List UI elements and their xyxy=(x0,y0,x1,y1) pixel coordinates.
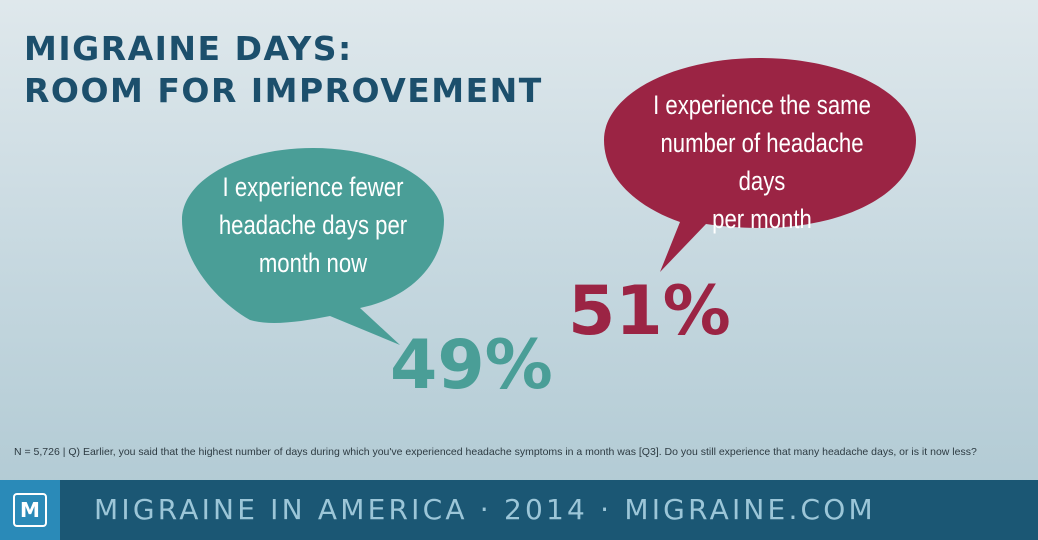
bubble-same-days xyxy=(604,58,916,272)
bubble-same-line-3: per month xyxy=(712,204,812,234)
bubble-same-line-2: number of headache days xyxy=(660,128,864,196)
title-line-2: ROOM FOR IMPROVEMENT xyxy=(24,71,543,110)
bubble-same-label: I experience the same number of headache… xyxy=(639,86,885,238)
footer-bar: M MIGRAINE IN AMERICA · 2014 · MIGRAINE.… xyxy=(0,480,1038,540)
bubble-fewer-label: I experience fewer headache days per mon… xyxy=(216,168,410,282)
bubble-fewer-line-3: month now xyxy=(258,248,368,278)
migraine-logo[interactable]: M xyxy=(0,480,60,540)
bubble-fewer-days xyxy=(182,148,444,345)
logo-letter: M xyxy=(20,498,40,522)
m-logo-icon: M xyxy=(13,493,47,527)
page-title: MIGRAINE DAYS: ROOM FOR IMPROVEMENT xyxy=(24,28,543,112)
footer-text: MIGRAINE IN AMERICA · 2014 · MIGRAINE.CO… xyxy=(94,493,876,526)
bubble-fewer-line-1: I experience fewer xyxy=(222,172,404,202)
bubble-fewer-line-2: headache days per xyxy=(218,210,408,240)
footnote: N = 5,726 | Q) Earlier, you said that th… xyxy=(14,446,977,458)
percent-fewer: 49% xyxy=(390,326,553,405)
percent-same: 51% xyxy=(568,272,731,351)
title-line-1: MIGRAINE DAYS: xyxy=(24,29,353,68)
bubble-same-line-1: I experience the same xyxy=(653,90,871,120)
